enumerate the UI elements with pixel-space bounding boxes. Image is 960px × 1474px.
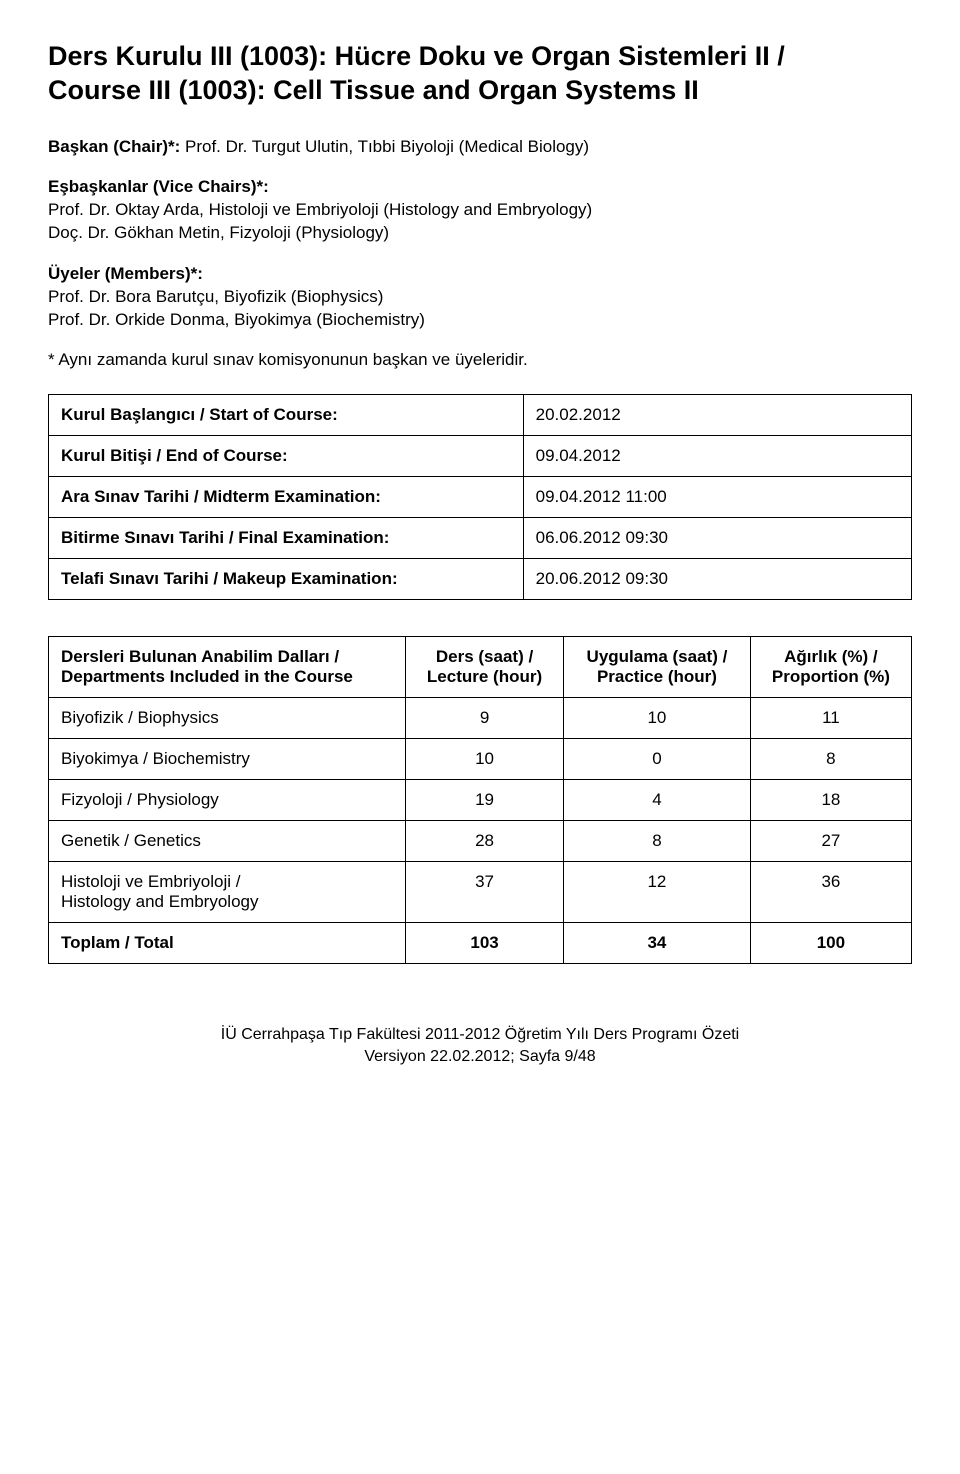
- dept-proportion: 18: [750, 780, 911, 821]
- vice-chairs-label: Eşbaşkanlar (Vice Chairs)*:: [48, 177, 269, 196]
- member-1: Prof. Dr. Bora Barutçu, Biyofizik (Bioph…: [48, 286, 912, 309]
- dept-practice: 4: [564, 780, 751, 821]
- info-label: Kurul Başlangıcı / Start of Course:: [49, 395, 524, 436]
- dept-name: Biyokimya / Biochemistry: [49, 739, 406, 780]
- info-value: 06.06.2012 09:30: [523, 518, 911, 559]
- departments-table: Dersleri Bulunan Anabilim Dalları / Depa…: [48, 636, 912, 964]
- dept-lecture: 19: [406, 780, 564, 821]
- dept-name: Fizyoloji / Physiology: [49, 780, 406, 821]
- footer-line1: İÜ Cerrahpaşa Tıp Fakültesi 2011-2012 Öğ…: [221, 1026, 739, 1043]
- info-value: 20.06.2012 09:30: [523, 559, 911, 600]
- info-value: 20.02.2012: [523, 395, 911, 436]
- info-row: Telafi Sınavı Tarihi / Makeup Examinatio…: [49, 559, 912, 600]
- page-title: Ders Kurulu III (1003): Hücre Doku ve Or…: [48, 40, 912, 108]
- info-row: Kurul Bitişi / End of Course:09.04.2012: [49, 436, 912, 477]
- dept-proportion: 11: [750, 698, 911, 739]
- dept-row: Fizyoloji / Physiology19418: [49, 780, 912, 821]
- dept-proportion: 36: [750, 862, 911, 923]
- chair-label: Başkan (Chair)*:: [48, 137, 185, 156]
- footnote: * Aynı zamanda kurul sınav komisyonunun …: [48, 350, 912, 370]
- title-line1: Ders Kurulu III (1003): Hücre Doku ve Or…: [48, 41, 785, 71]
- dept-header-proportion: Ağırlık (%) / Proportion (%): [750, 637, 911, 698]
- dept-row: Biyofizik / Biophysics91011: [49, 698, 912, 739]
- dept-practice: 34: [564, 923, 751, 964]
- dept-name: Toplam / Total: [49, 923, 406, 964]
- info-label: Kurul Bitişi / End of Course:: [49, 436, 524, 477]
- dept-lecture: 103: [406, 923, 564, 964]
- members-block: Üyeler (Members)*: Prof. Dr. Bora Barutç…: [48, 263, 912, 332]
- info-label: Ara Sınav Tarihi / Midterm Examination:: [49, 477, 524, 518]
- info-label: Bitirme Sınavı Tarihi / Final Examinatio…: [49, 518, 524, 559]
- vice-chair-2: Doç. Dr. Gökhan Metin, Fizyoloji (Physio…: [48, 222, 912, 245]
- dept-name: Biyofizik / Biophysics: [49, 698, 406, 739]
- dept-header-name: Dersleri Bulunan Anabilim Dalları / Depa…: [49, 637, 406, 698]
- dept-practice: 12: [564, 862, 751, 923]
- dept-row: Histoloji ve Embriyoloji /Histology and …: [49, 862, 912, 923]
- info-row: Bitirme Sınavı Tarihi / Final Examinatio…: [49, 518, 912, 559]
- chair-name: Prof. Dr. Turgut Ulutin, Tıbbi Biyoloji …: [185, 137, 589, 156]
- dept-row: Toplam / Total10334100: [49, 923, 912, 964]
- dept-name: Genetik / Genetics: [49, 821, 406, 862]
- dept-proportion: 8: [750, 739, 911, 780]
- dept-row: Biyokimya / Biochemistry1008: [49, 739, 912, 780]
- info-row: Kurul Başlangıcı / Start of Course:20.02…: [49, 395, 912, 436]
- members-label: Üyeler (Members)*:: [48, 264, 203, 283]
- dept-lecture: 28: [406, 821, 564, 862]
- dept-proportion: 27: [750, 821, 911, 862]
- dept-header-row: Dersleri Bulunan Anabilim Dalları / Depa…: [49, 637, 912, 698]
- dept-practice: 10: [564, 698, 751, 739]
- dept-practice: 8: [564, 821, 751, 862]
- info-label: Telafi Sınavı Tarihi / Makeup Examinatio…: [49, 559, 524, 600]
- dept-proportion: 100: [750, 923, 911, 964]
- info-value: 09.04.2012: [523, 436, 911, 477]
- dept-lecture: 9: [406, 698, 564, 739]
- dept-practice: 0: [564, 739, 751, 780]
- dept-row: Genetik / Genetics28827: [49, 821, 912, 862]
- dept-header-practice: Uygulama (saat) / Practice (hour): [564, 637, 751, 698]
- footer-line2: Versiyon 22.02.2012; Sayfa 9/48: [364, 1048, 595, 1065]
- chair-block: Başkan (Chair)*: Prof. Dr. Turgut Ulutin…: [48, 136, 912, 159]
- dept-header-lecture: Ders (saat) / Lecture (hour): [406, 637, 564, 698]
- page-footer: İÜ Cerrahpaşa Tıp Fakültesi 2011-2012 Öğ…: [48, 1024, 912, 1067]
- dept-lecture: 10: [406, 739, 564, 780]
- info-value: 09.04.2012 11:00: [523, 477, 911, 518]
- vice-chairs-block: Eşbaşkanlar (Vice Chairs)*: Prof. Dr. Ok…: [48, 176, 912, 245]
- dept-name: Histoloji ve Embriyoloji /Histology and …: [49, 862, 406, 923]
- member-2: Prof. Dr. Orkide Donma, Biyokimya (Bioch…: [48, 309, 912, 332]
- title-line2: Course III (1003): Cell Tissue and Organ…: [48, 75, 699, 105]
- info-row: Ara Sınav Tarihi / Midterm Examination:0…: [49, 477, 912, 518]
- course-info-table: Kurul Başlangıcı / Start of Course:20.02…: [48, 394, 912, 600]
- dept-lecture: 37: [406, 862, 564, 923]
- vice-chair-1: Prof. Dr. Oktay Arda, Histoloji ve Embri…: [48, 199, 912, 222]
